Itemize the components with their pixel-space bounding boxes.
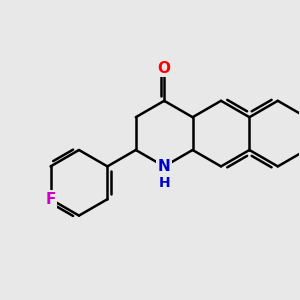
Text: N: N (158, 159, 171, 174)
Text: F: F (45, 192, 56, 207)
Text: O: O (158, 61, 171, 76)
Text: H: H (158, 176, 170, 190)
